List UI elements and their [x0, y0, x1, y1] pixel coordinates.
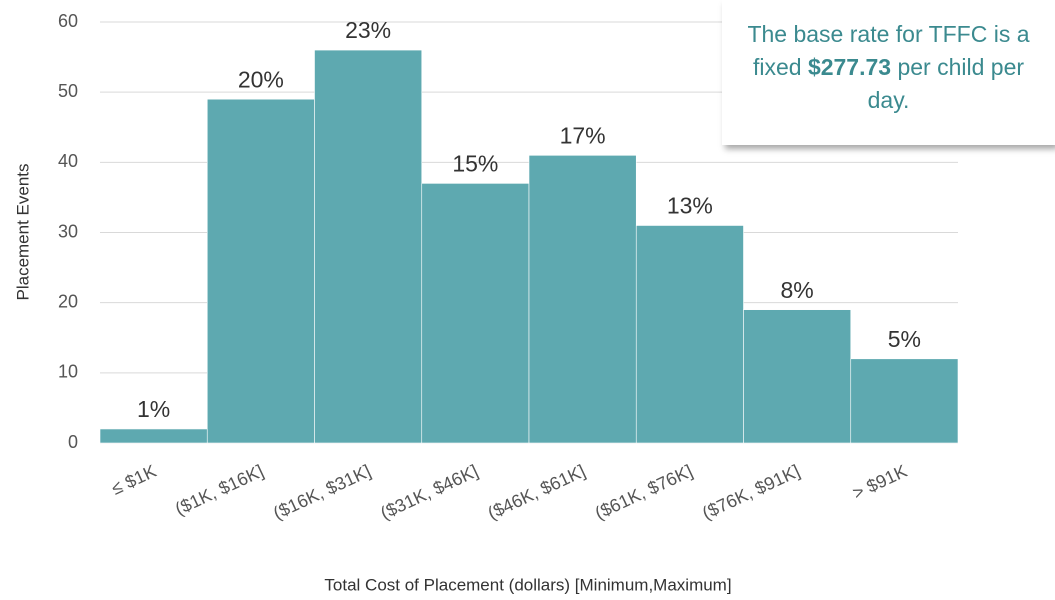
- y-tick-label: 20: [58, 291, 78, 311]
- x-axis-title: Total Cost of Placement (dollars) [Minim…: [324, 575, 731, 594]
- value-label: 8%: [781, 277, 814, 303]
- annotation-text: The base rate for TFFC is a fixed: [747, 21, 1036, 80]
- x-tick-label: ($1K, $16K]: [172, 461, 267, 519]
- value-label: 20%: [238, 66, 284, 92]
- x-tick-label: ($31K, $46K]: [377, 461, 481, 524]
- value-label: 5%: [888, 326, 921, 352]
- y-axis-title: Placement Events: [13, 163, 32, 300]
- bar: [850, 358, 959, 444]
- y-tick-label: 50: [58, 81, 78, 101]
- bar: [206, 98, 315, 444]
- x-tick-label: ($46K, $61K]: [485, 461, 589, 524]
- annotation: The base rate for TFFC is a fixed $277.7…: [722, 0, 1055, 145]
- x-tick-label: ≤ $1K: [108, 461, 159, 499]
- y-tick-label: 0: [68, 432, 78, 452]
- value-label: 15%: [452, 150, 498, 176]
- annotation-text: $277.73: [807, 54, 892, 80]
- bar: [635, 225, 744, 444]
- annotation-text: per child per day.: [867, 54, 1031, 113]
- y-tick-label: 30: [58, 221, 78, 241]
- value-label: 1%: [137, 396, 170, 422]
- bar: [99, 428, 208, 444]
- bar: [528, 155, 637, 444]
- y-tick-label: 60: [58, 11, 78, 31]
- x-tick-label: ($61K, $76K]: [592, 461, 696, 524]
- value-label: 23%: [345, 17, 391, 43]
- bar: [314, 49, 423, 444]
- value-label: 17%: [560, 122, 606, 148]
- bar: [743, 309, 852, 444]
- bar: [421, 183, 530, 444]
- y-tick-label: 10: [58, 362, 78, 382]
- x-tick-label: > $91K: [849, 461, 910, 503]
- y-tick-label: 40: [58, 151, 78, 171]
- value-label: 13%: [667, 193, 713, 219]
- x-tick-label: ($76K, $91K]: [699, 461, 803, 524]
- x-tick-label: ($16K, $31K]: [270, 461, 374, 524]
